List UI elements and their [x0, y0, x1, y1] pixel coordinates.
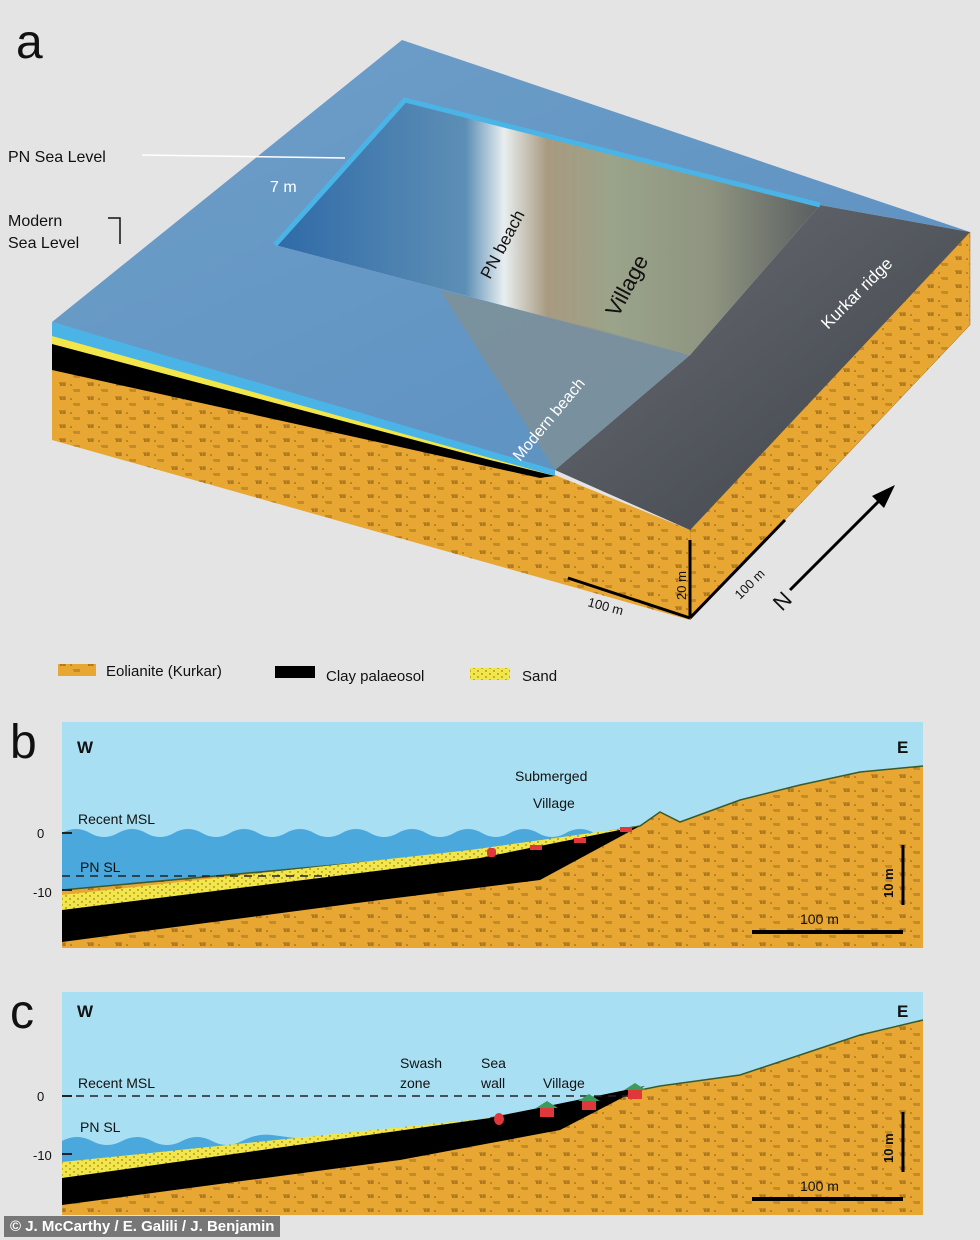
legend-swatch-clay: [275, 666, 315, 678]
panel-c-recent-msl: Recent MSL: [78, 1075, 155, 1091]
panel-b-recent-msl: Recent MSL: [78, 811, 155, 827]
panel-b-east: E: [897, 738, 908, 757]
block-front-face: [52, 335, 690, 620]
submerged-house: [574, 838, 586, 843]
image-credit: © J. McCarthy / E. Galili / J. Benjamin: [4, 1216, 281, 1237]
pn-sea-level-label: PN Sea Level: [8, 149, 106, 166]
legend-label-clay: Clay palaeosol: [326, 668, 424, 685]
panel-b-west: W: [77, 738, 94, 757]
north-arrow-head: [872, 485, 895, 508]
north-arrow: [788, 493, 887, 592]
submerged-label-1: Submerged: [515, 768, 587, 784]
panel-c-pn-sl: PN SL: [80, 1119, 121, 1135]
legend: Eolianite (Kurkar) Clay palaeosol Sand: [58, 663, 557, 685]
legend-swatch-eolianite: [58, 664, 96, 676]
kurkar-ridge-surface: [555, 205, 970, 530]
village-house: [582, 1100, 596, 1110]
panel-b-tick-0: 0: [37, 826, 44, 841]
swash-label-1: Swash: [400, 1055, 442, 1071]
panel-b-scale-h-label: 100 m: [800, 911, 839, 927]
front-sea-layer: [52, 322, 555, 476]
panel-b-letter: b: [10, 716, 37, 769]
front-clay-layer: [52, 344, 555, 478]
panel-b-scale-v-label: 10 m: [881, 868, 896, 898]
scale-20m-label: 20 m: [674, 571, 689, 600]
pn-landscape-inset: [275, 100, 820, 355]
pn-sea-level-leader: [141, 154, 346, 159]
submerged-house: [487, 848, 496, 857]
village-house: [628, 1089, 642, 1099]
submerged-label-2: Village: [533, 795, 575, 811]
seawall-label-1: Sea: [481, 1055, 506, 1071]
north-label: N: [768, 587, 797, 616]
panel-c-village-label: Village: [543, 1075, 585, 1091]
modern-beach-area: [440, 290, 690, 470]
scale-bar-100m-side: [688, 518, 787, 620]
panel-c-tick-m10: -10: [33, 1148, 52, 1163]
panel-c-clay: [62, 1086, 645, 1205]
panel-b-tick-m10: -10: [33, 885, 52, 900]
legend-label-eolianite: Eolianite (Kurkar): [106, 663, 222, 680]
panel-c-letter: c: [10, 986, 34, 1039]
panel-b-submerged-houses: [487, 827, 632, 857]
modern-sea-surface: [52, 40, 970, 470]
panel-c-west: W: [77, 1002, 94, 1021]
submerged-house: [530, 845, 542, 850]
depth-label: 7 m: [270, 179, 297, 196]
seawall-label-2: wall: [480, 1075, 505, 1091]
panel-c-houses: [494, 1083, 646, 1125]
panel-a-letter: a: [16, 16, 43, 69]
panel-c-east: E: [897, 1002, 908, 1021]
house-roof: [624, 1083, 646, 1090]
house-roof: [578, 1094, 600, 1101]
village-house: [540, 1107, 554, 1117]
legend-label-sand: Sand: [522, 668, 557, 685]
modern-sea-level-label-2: Sea Level: [8, 235, 79, 252]
house-roof: [536, 1101, 558, 1108]
panel-c-scale-h-label: 100 m: [800, 1178, 839, 1194]
cutout-edge: [273, 97, 821, 247]
modern-sea-level-label-1: Modern: [8, 213, 62, 230]
sea-wall: [494, 1113, 504, 1125]
swash-label-2: zone: [400, 1075, 431, 1091]
scale-bar-100m-front: [567, 576, 691, 620]
panel-c-scale-v-label: 10 m: [881, 1133, 896, 1163]
panel-b-pn-sl: PN SL: [80, 859, 121, 875]
modern-sea-level-leader: [108, 217, 121, 244]
panel-c-tick-0: 0: [37, 1089, 44, 1104]
legend-swatch-sand: [470, 668, 510, 680]
submerged-house: [620, 827, 632, 832]
